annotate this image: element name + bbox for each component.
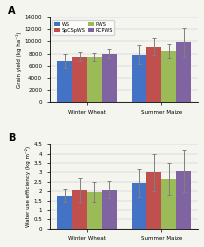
Bar bbox=[87, 57, 102, 102]
Y-axis label: Water use efficiency (kg m⁻²): Water use efficiency (kg m⁻²) bbox=[25, 146, 31, 227]
Bar bbox=[146, 47, 161, 102]
Text: B: B bbox=[8, 132, 16, 143]
Y-axis label: Grain yield (kg ha⁻¹): Grain yield (kg ha⁻¹) bbox=[16, 31, 22, 88]
Bar bbox=[72, 57, 87, 102]
Bar bbox=[176, 42, 191, 102]
Bar bbox=[72, 190, 87, 229]
Legend: WS, SpCSpWS, PWS, RCPWS: WS, SpCSpWS, PWS, RCPWS bbox=[52, 20, 114, 35]
Bar bbox=[146, 172, 161, 229]
Bar bbox=[87, 192, 102, 229]
Bar bbox=[102, 190, 117, 229]
Bar bbox=[102, 54, 117, 102]
Bar bbox=[161, 179, 176, 229]
Text: A: A bbox=[8, 6, 16, 16]
Bar bbox=[161, 51, 176, 102]
Bar bbox=[57, 61, 72, 102]
Bar bbox=[176, 171, 191, 229]
Bar bbox=[132, 183, 146, 229]
Bar bbox=[132, 55, 146, 102]
Bar bbox=[57, 196, 72, 229]
